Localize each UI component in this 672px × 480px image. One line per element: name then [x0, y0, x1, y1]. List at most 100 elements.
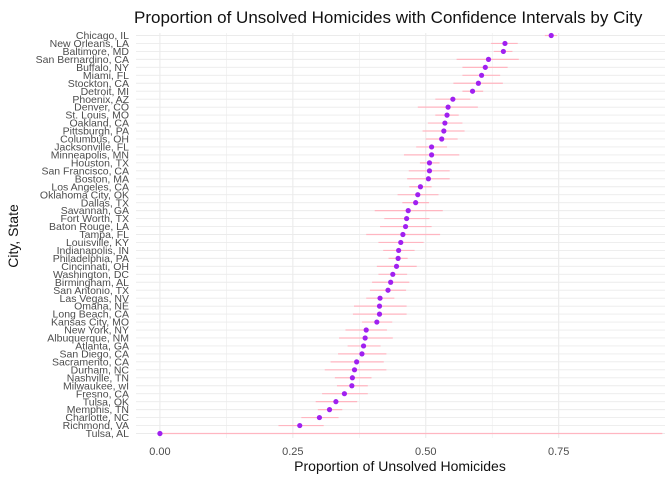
estimate-point — [425, 176, 432, 182]
y-tick-label: Denver, CO — [74, 102, 129, 114]
y-tick-label: Memphis, TN — [67, 404, 129, 416]
y-tick-label: Kansas City, MO — [51, 317, 129, 329]
y-tick-label: Stockton, CA — [68, 78, 129, 90]
x-tick-label: 0.50 — [415, 446, 436, 458]
y-tick-label: Tulsa, AL — [86, 428, 130, 440]
estimate-point — [374, 319, 380, 325]
estimate-point — [362, 335, 368, 341]
x-tick-labels: 0.00 0.25 0.50 0.75 — [149, 446, 569, 458]
y-tick-label: Fresno, CA — [76, 388, 129, 400]
estimate-point — [469, 88, 476, 94]
estimate-point — [363, 327, 369, 333]
y-tick-label: Nashville, TN — [67, 372, 129, 384]
x-tick-label: 0.75 — [548, 446, 569, 458]
estimate-point — [376, 311, 383, 317]
y-tick-label: Cincinnati, OH — [61, 261, 129, 273]
y-tick-label: Charlotte, NC — [65, 412, 129, 424]
estimate-point — [377, 295, 383, 301]
y-tick-label: Houston, TX — [71, 157, 129, 169]
estimate-point — [482, 64, 488, 70]
y-tick-label: Tampa, FL — [79, 229, 129, 241]
estimate-point — [405, 208, 411, 214]
point-layer — [157, 32, 554, 437]
estimate-point — [404, 215, 410, 222]
estimate-point — [442, 120, 448, 126]
estimate-point — [429, 152, 435, 158]
estimate-point — [351, 367, 358, 373]
y-tick-label: New Orleans, LA — [50, 38, 129, 50]
y-tick-label: Sacramento, CA — [52, 356, 129, 368]
estimate-point — [333, 399, 339, 405]
estimate-point — [417, 184, 424, 190]
estimate-point — [445, 104, 451, 110]
estimate-point — [415, 192, 421, 198]
y-tick-label: Columbus, OH — [60, 134, 129, 146]
y-tick-label: Milwaukee, wI — [63, 380, 129, 392]
y-tick-label: Baltimore, MD — [62, 46, 129, 58]
estimate-point — [402, 223, 409, 230]
estimate-point — [360, 343, 367, 349]
estimate-point — [395, 255, 401, 261]
y-tick-label: San Diego, CA — [60, 349, 129, 361]
y-tick-label: Pittsburgh, PA — [63, 126, 129, 138]
y-tick-label: Dallas, TX — [81, 197, 129, 209]
estimate-point — [316, 414, 323, 421]
estimate-point — [157, 430, 163, 437]
y-tick-label: Birmingham, AL — [55, 277, 129, 289]
y-tick-label: San Antonio, TX — [53, 285, 129, 297]
estimate-point — [475, 80, 481, 86]
chart-title: Proportion of Unsolved Homicides with Co… — [134, 8, 643, 27]
estimate-point — [450, 96, 456, 102]
y-tick-label: Chicago, IL — [76, 30, 129, 42]
y-tick-label: Los Angeles, CA — [51, 181, 129, 193]
estimate-point — [376, 303, 383, 309]
estimate-point — [426, 168, 433, 174]
x-tick-label: 0.00 — [149, 446, 170, 458]
x-axis-title: Proportion of Unsolved Homicides — [294, 458, 506, 474]
estimate-point — [297, 422, 303, 429]
y-tick-label: Washington, DC — [53, 269, 129, 281]
y-tick-label: Minneapolis, MN — [51, 150, 129, 162]
estimate-point — [398, 239, 404, 246]
y-tick-label: Oklahoma City, OK — [40, 189, 129, 201]
estimate-point — [326, 407, 333, 413]
y-tick-label: Las Vegas, NV — [60, 293, 129, 305]
estimate-point — [548, 32, 554, 39]
estimate-point — [385, 287, 391, 293]
y-tick-label: Indianapolis, IN — [57, 245, 129, 257]
estimate-point — [426, 160, 433, 166]
estimate-point — [413, 200, 419, 206]
estimate-point — [500, 48, 506, 55]
y-tick-label: Boston, MA — [75, 173, 129, 185]
estimate-point — [341, 391, 348, 397]
y-tick-label: Omaha, NE — [74, 301, 129, 313]
y-tick-label: Savannah, GA — [61, 205, 129, 217]
estimate-point — [393, 263, 400, 269]
y-tick-label: Richmond, VA — [63, 420, 129, 432]
y-tick-label: San Francisco, CA — [41, 165, 129, 177]
x-tick-label: 0.25 — [282, 446, 303, 458]
y-tick-label: Louisville, KY — [66, 237, 129, 249]
estimate-point — [429, 144, 435, 150]
estimate-point — [354, 359, 360, 365]
estimate-point — [396, 247, 402, 254]
y-tick-label: San Bernardino, CA — [36, 54, 129, 66]
y-tick-label: Miami, FL — [83, 70, 129, 82]
y-tick-label: Atlanta, GA — [75, 341, 129, 353]
estimate-point — [478, 72, 485, 78]
y-tick-label: Baton Rouge, LA — [49, 221, 129, 233]
y-tick-label: Philadelphia, PA — [53, 253, 129, 265]
estimate-point — [439, 136, 445, 142]
y-tick-label: Jacksonville, FL — [54, 142, 129, 154]
y-tick-label: Long Beach, CA — [53, 309, 129, 321]
estimate-point — [349, 383, 355, 389]
y-tick-label: Albuquerque, NM — [47, 333, 129, 345]
estimate-point — [444, 112, 450, 118]
estimate-point — [359, 351, 365, 357]
estimate-point — [349, 375, 355, 381]
y-tick-label: Durham, NC — [71, 364, 130, 376]
estimate-point — [485, 56, 492, 62]
